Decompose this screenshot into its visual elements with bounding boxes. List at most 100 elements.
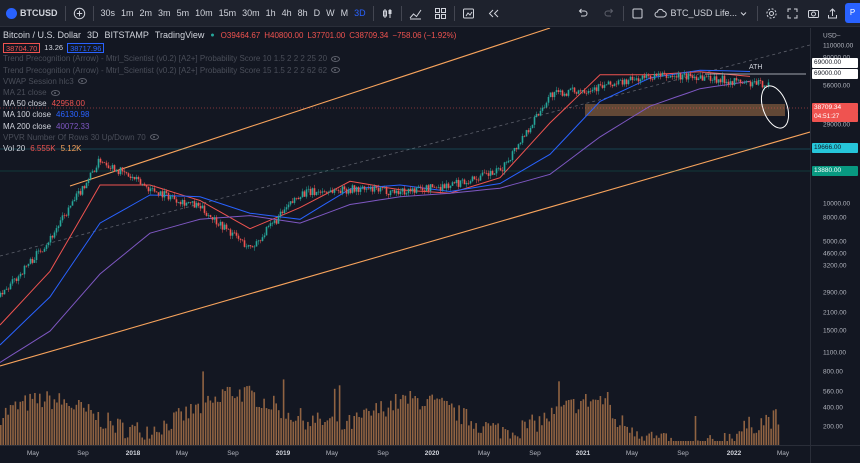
add-symbol-button[interactable] <box>70 4 89 23</box>
alert-icon <box>462 8 474 18</box>
interval-1m-button[interactable]: 1m <box>121 8 134 18</box>
indicator-row[interactable]: MA 50 close 42958.00 <box>3 98 460 109</box>
candle-body <box>205 212 208 216</box>
replay-button[interactable] <box>484 4 503 23</box>
interval-10m-button[interactable]: 10m <box>195 8 213 18</box>
candle-body <box>445 183 448 189</box>
volume-bar <box>611 418 614 445</box>
alert-button[interactable] <box>459 4 478 23</box>
volume-bar <box>387 407 390 445</box>
candle-body <box>197 202 200 206</box>
interval-8h-button[interactable]: 8h <box>297 8 308 18</box>
candle-body <box>307 188 310 190</box>
hidden-eye-icon[interactable] <box>50 89 60 96</box>
volume-bar <box>143 439 146 445</box>
chart-pane[interactable] <box>0 28 810 445</box>
interval-5m-button[interactable]: 5m <box>176 8 190 18</box>
interval-4h-button[interactable]: 4h <box>281 8 292 18</box>
indicator-row[interactable]: VWAP Session hlc3 <box>3 76 460 87</box>
volume-bar <box>263 398 265 445</box>
interval-d-button[interactable]: D <box>313 8 321 18</box>
candle-body <box>703 76 706 81</box>
candle-body <box>287 204 290 208</box>
candle-body <box>681 74 684 80</box>
indicator-row[interactable]: Trend Precognition (Arrow) - Mtrl_Scient… <box>3 53 460 64</box>
snapshot-button[interactable] <box>804 4 823 23</box>
hidden-eye-icon[interactable] <box>331 67 341 74</box>
hidden-eye-icon[interactable] <box>331 55 341 62</box>
ask-button[interactable]: 38717.96 <box>67 42 105 53</box>
volume-bar <box>550 407 553 445</box>
share-button[interactable] <box>823 4 842 23</box>
volume-bar <box>580 401 582 445</box>
publish-button[interactable]: P <box>845 3 860 23</box>
interval-30m-button[interactable]: 30m <box>242 8 260 18</box>
interval-m-button[interactable]: M <box>340 8 349 18</box>
undo-button[interactable] <box>573 4 592 23</box>
candle-body <box>479 175 482 181</box>
candle-body <box>497 168 500 169</box>
candle-body <box>409 188 412 192</box>
layout-button[interactable] <box>628 4 647 23</box>
volume-bar <box>212 402 214 445</box>
candle-body <box>743 82 746 84</box>
volume-bar <box>426 399 429 445</box>
interval-3m-button[interactable]: 3m <box>158 8 171 18</box>
volume-bar <box>292 421 295 445</box>
volume-bar <box>282 379 285 445</box>
ma-line-ma-50-close <box>0 71 751 326</box>
candle-body <box>647 74 650 76</box>
candle-body <box>599 84 602 86</box>
candle-body <box>317 191 320 193</box>
volume-bar <box>736 433 738 445</box>
interval-30s-button[interactable]: 30s <box>100 8 116 18</box>
currency-label[interactable]: USD– <box>823 32 841 40</box>
interval-1h-button[interactable]: 1h <box>265 8 276 18</box>
interval-15m-button[interactable]: 15m <box>218 8 237 18</box>
candle-body <box>327 192 330 193</box>
volume-bar <box>246 386 248 445</box>
indicator-row[interactable]: MA 21 close <box>3 87 460 98</box>
candle-body <box>651 79 654 80</box>
templates-button[interactable] <box>431 4 450 23</box>
price-tick: 800.00 <box>823 368 843 376</box>
volume-bar <box>365 408 368 445</box>
candle-body <box>159 191 162 196</box>
price-scale[interactable]: USD– 110000.0090000.0056000.0029000.0010… <box>810 28 860 445</box>
volume-bar <box>338 385 341 445</box>
price-tick: 56000.00 <box>823 82 851 90</box>
volume-bar <box>80 402 82 445</box>
volume-bar <box>46 391 48 445</box>
bid-button[interactable]: 38704.70 <box>3 42 41 53</box>
indicator-row[interactable]: Trend Precognition (Arrow) - Mtrl_Scient… <box>3 65 460 76</box>
candle-body <box>621 79 624 85</box>
candle-body <box>381 187 384 188</box>
volume-bar <box>190 404 192 445</box>
candle-body <box>249 245 252 247</box>
redo-button[interactable] <box>600 4 619 23</box>
interval-3d-button[interactable]: 3D <box>354 8 366 18</box>
price-chart[interactable] <box>0 28 810 445</box>
symbol-search-button[interactable]: BTCUSD <box>3 4 61 23</box>
candle-body <box>361 186 364 189</box>
time-scale[interactable]: May Sep 2018 May Sep 2019 May Sep 2020 May Sep 2021… <box>0 445 810 463</box>
indicator-row[interactable]: VPVR Number Of Rows 30 Up/Down 70 <box>3 132 460 143</box>
indicator-row[interactable]: MA 100 close 46130.98 <box>3 109 460 120</box>
save-layout-button[interactable]: BTC_USD Life... <box>651 4 753 23</box>
interval-w-button[interactable]: W <box>326 8 335 18</box>
volume-bar <box>592 399 594 445</box>
indicators-button[interactable] <box>406 4 425 23</box>
candle-body <box>429 184 432 192</box>
fullscreen-button[interactable] <box>783 4 802 23</box>
candle-body <box>211 217 214 220</box>
interval-2m-button[interactable]: 2m <box>139 8 153 18</box>
indicator-row[interactable]: Vol 20 6.555K 5.12K <box>3 143 460 154</box>
volume-bar <box>516 436 519 445</box>
settings-button[interactable] <box>762 4 781 23</box>
hidden-eye-icon[interactable] <box>149 134 159 141</box>
candle-body <box>727 81 730 85</box>
indicator-row[interactable]: MA 200 close 40072.33 <box>3 121 460 132</box>
time-tick: May <box>477 450 491 457</box>
chart-type-button[interactable] <box>378 4 397 23</box>
hidden-eye-icon[interactable] <box>77 78 87 85</box>
